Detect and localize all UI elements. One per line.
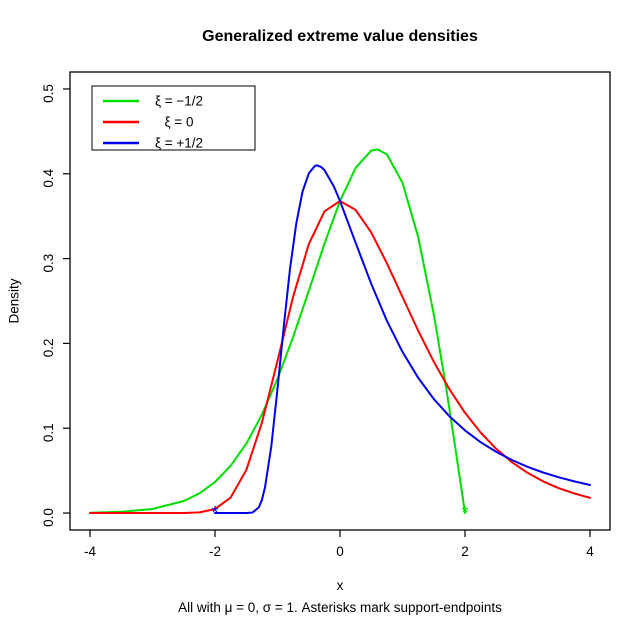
x-axis-label: x: [336, 578, 344, 593]
plot-box: [69, 71, 611, 531]
x-tick-label: -2: [209, 544, 221, 559]
series-curve-xi-plus-half: [214, 164, 591, 514]
x-tick-label: 2: [461, 544, 469, 559]
y-tick-label: 0.1: [41, 423, 56, 442]
legend-box: [91, 85, 256, 151]
y-tick-label: 0.2: [41, 339, 56, 358]
legend-label-1: ξ = 0: [165, 115, 194, 130]
series-curve-xi-zero: [89, 200, 591, 514]
y-tick-label: 0.5: [41, 84, 56, 103]
series-curve-xi-minus-half: [89, 148, 466, 514]
x-tick-label: 0: [336, 544, 344, 559]
support-endpoint-marker-xi-plus-half: *: [211, 503, 218, 523]
y-tick-label: 0.0: [41, 508, 56, 527]
support-endpoint-marker-xi-minus-half: *: [461, 503, 468, 523]
chart-subtitle: All with μ = 0, σ = 1. Asterisks mark su…: [178, 600, 502, 615]
legend-label-0: ξ = −1/2: [155, 94, 203, 109]
legend-label-2: ξ = +1/2: [155, 136, 203, 151]
x-tick-label: -4: [84, 544, 96, 559]
x-tick-label: 4: [586, 544, 594, 559]
chart-title: Generalized extreme value densities: [202, 28, 478, 45]
y-tick-label: 0.4: [41, 168, 56, 187]
y-tick-label: 0.3: [41, 254, 56, 273]
